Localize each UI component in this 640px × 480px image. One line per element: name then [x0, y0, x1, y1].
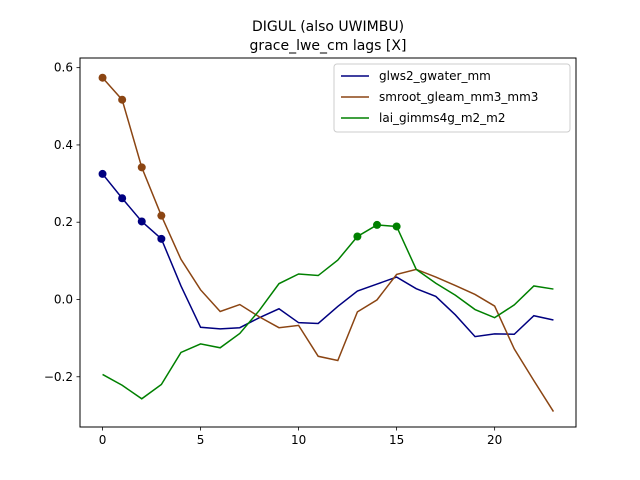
y-tick-label: 0.6	[54, 61, 73, 75]
x-tick-label: 15	[389, 433, 404, 447]
series-point-glws2_gwater_mm-2	[137, 217, 146, 226]
legend-box	[333, 63, 571, 133]
series-point-lai_gimms4g_m2_m2-13	[353, 232, 362, 241]
y-tick-label: 0.0	[54, 292, 73, 306]
series-line-smroot_gleam_mm3_mm3	[101, 77, 555, 412]
y-axis: −0.2 0.0 0.2 0.4 0.6	[44, 61, 80, 384]
series-layer	[98, 73, 555, 412]
x-tick-label: 10	[291, 433, 306, 447]
chart-title: DIGUL (also UWIMBU)	[252, 19, 404, 35]
x-axis: 0 5 10 15 20	[99, 427, 502, 447]
legend-label: glws2_gwater_mm	[379, 69, 491, 83]
plot-frame	[79, 57, 577, 428]
x-tick-label: 5	[197, 433, 205, 447]
x-tick-label: 0	[99, 433, 107, 447]
legend-label: lai_gimms4g_m2_m2	[379, 111, 506, 125]
series-point-smroot_gleam_mm3_mm3-0	[98, 73, 107, 82]
chart-subtitle: grace_lwe_cm lags [X]	[250, 38, 407, 54]
series-point-glws2_gwater_mm-0	[98, 169, 107, 178]
series-line-lai_gimms4g_m2_m2	[102, 224, 554, 400]
series-point-lai_gimms4g_m2_m2-15	[392, 222, 401, 231]
x-tick-label: 20	[487, 433, 502, 447]
series-point-smroot_gleam_mm3_mm3-3	[157, 211, 166, 220]
series-point-smroot_gleam_mm3_mm3-2	[137, 163, 146, 172]
series-point-glws2_gwater_mm-1	[118, 194, 127, 203]
legend: glws2_gwater_mm smroot_gleam_mm3_mm3 lai_g…	[333, 63, 571, 133]
series-point-lai_gimms4g_m2_m2-14	[373, 220, 382, 229]
series-point-glws2_gwater_mm-3	[157, 234, 166, 243]
y-tick-label: 0.4	[54, 138, 73, 152]
legend-label: smroot_gleam_mm3_mm3	[379, 90, 538, 104]
series-point-smroot_gleam_mm3_mm3-1	[118, 95, 127, 104]
y-tick-label: −0.2	[44, 370, 73, 384]
series-line-glws2_gwater_mm	[101, 173, 554, 338]
y-tick-label: 0.2	[54, 215, 73, 229]
